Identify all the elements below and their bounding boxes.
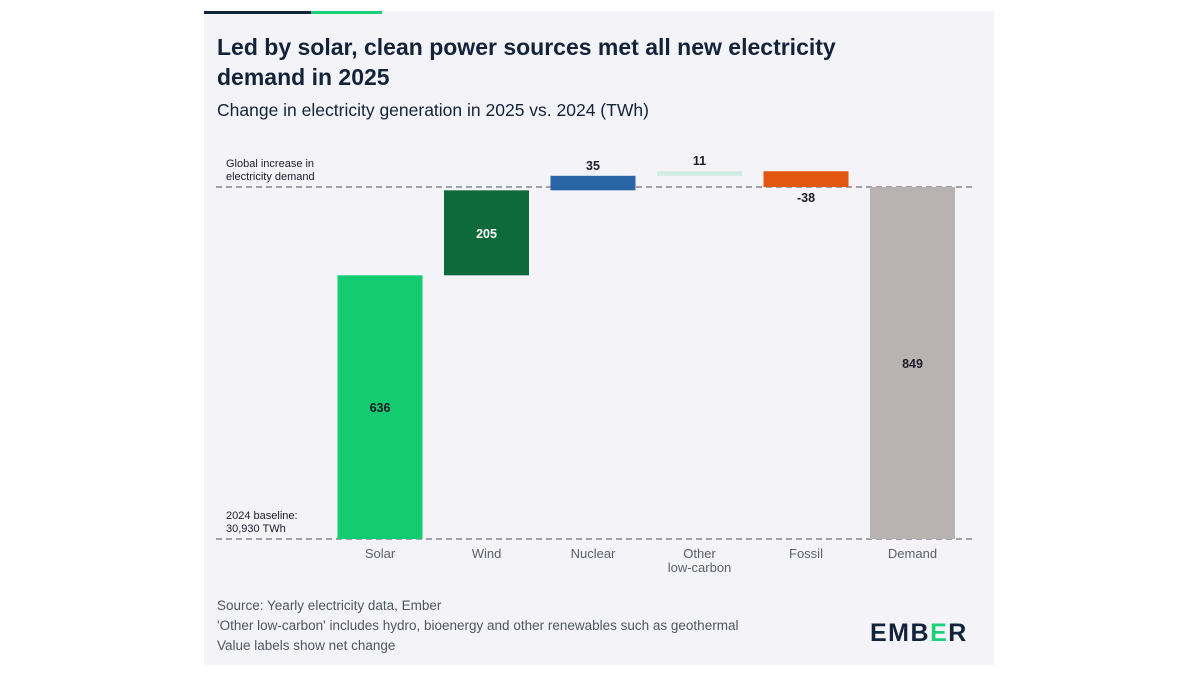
chart-title: Led by solar, clean power sources met al…: [217, 34, 836, 90]
category-label: Demand: [888, 546, 937, 561]
definition-note: 'Other low-carbon' includes hydro, bioen…: [217, 618, 739, 633]
source-note: Source: Yearly electricity data, Ember: [217, 598, 442, 613]
top-accent-bar: [204, 11, 382, 14]
logo-text-accent: E: [930, 619, 949, 647]
category-label: Solar: [365, 546, 396, 561]
value-label-group: 636 205 35 11 -38 849: [370, 154, 923, 415]
value-label: 35: [586, 159, 600, 173]
chart-card: Led by solar, clean power sources met al…: [204, 11, 994, 665]
category-label: Other: [683, 546, 716, 561]
bar-fossil: [763, 171, 849, 187]
category-label: Fossil: [789, 546, 823, 561]
value-label: 205: [476, 227, 497, 241]
reference-line-label: electricity demand: [226, 171, 315, 183]
category-label: Nuclear: [571, 546, 616, 561]
logo-text-end: R: [948, 619, 968, 647]
value-label: 636: [370, 401, 391, 415]
category-label: Wind: [472, 546, 502, 561]
bar-demand: [870, 187, 955, 539]
value-label: 849: [902, 357, 923, 371]
bar-wind: [444, 190, 529, 276]
bar-nuclear: [550, 175, 636, 191]
reference-line-label: 2024 baseline:: [226, 510, 298, 522]
chart-subtitle: Change in electricity generation in 2025…: [217, 100, 649, 120]
category-label: low-carbon: [668, 560, 732, 575]
value-label: 11: [693, 154, 706, 168]
reference-line-label: Global increase in: [226, 158, 314, 170]
value-labels-note: Value labels show net change: [217, 638, 396, 653]
footer-notes: Source: Yearly electricity data, Ember '…: [217, 596, 738, 656]
logo-text-start: EMB: [870, 619, 931, 647]
bar-group: [337, 171, 955, 539]
bar-other-low-carbon: [657, 171, 742, 176]
reference-line-label: 30,930 TWh: [226, 523, 286, 535]
value-label: -38: [797, 191, 815, 205]
ember-logo: EMBER: [870, 619, 968, 648]
top-accent-bar-green: [311, 11, 382, 14]
bar-solar: [337, 275, 423, 539]
